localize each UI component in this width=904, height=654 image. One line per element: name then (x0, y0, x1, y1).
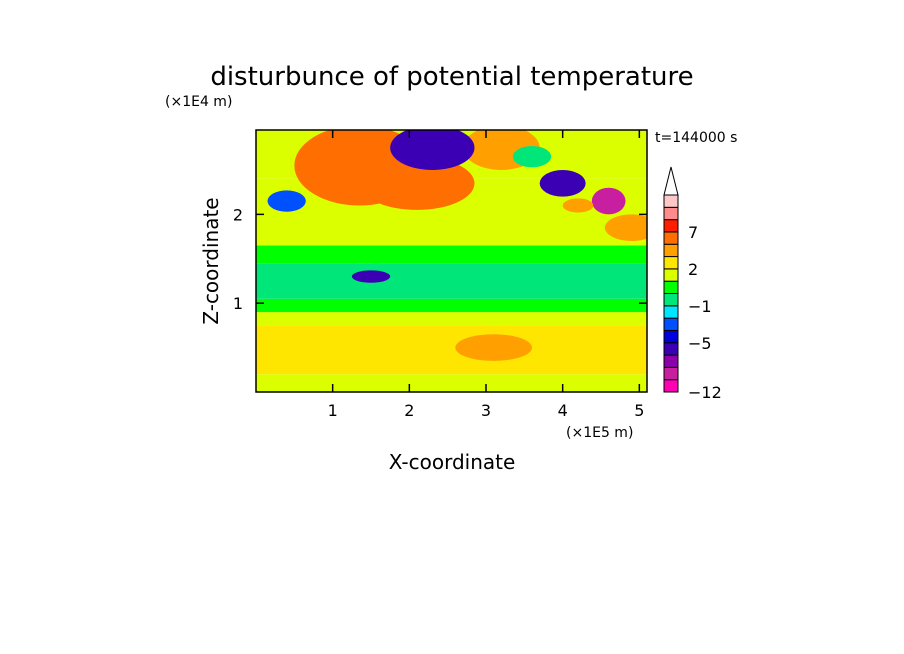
x-tick-label: 4 (558, 401, 568, 420)
field-band (256, 312, 647, 326)
colorbar-segment (663, 194, 679, 208)
field-feature (591, 187, 626, 215)
colorbar: −12−5−127 (663, 166, 722, 402)
field-band (256, 263, 647, 299)
colorbar-tick-label: −1 (688, 297, 712, 316)
colorbar-extend-arrow (663, 166, 679, 196)
time-label: t=144000 s (655, 130, 737, 146)
x-axis-title: X-coordinate (389, 450, 516, 474)
field-band (256, 325, 647, 375)
colorbar-tick-label: 7 (688, 223, 698, 242)
colorbar-tick-label: 2 (688, 260, 698, 279)
field-feature (562, 198, 594, 213)
x-tick-label: 5 (634, 401, 644, 420)
colorbar-segment (663, 231, 679, 245)
x-axis: 1 2 3 4 5 (328, 130, 644, 420)
field-band (256, 245, 647, 264)
colorbar-segment (663, 379, 679, 393)
colorbar-segment (663, 366, 679, 381)
plot-frame (255, 129, 648, 393)
colorbar-segment (663, 268, 679, 282)
x-tick-label: 1 (328, 401, 338, 420)
colorbar-segment (663, 342, 679, 356)
field-feature (512, 145, 552, 168)
colorbar-segment (663, 219, 679, 233)
field-feature (351, 270, 391, 283)
colorbar-segment (663, 256, 679, 270)
field-feature (359, 156, 475, 210)
x-tick-label: 3 (481, 401, 491, 420)
field-feature (604, 214, 647, 242)
x-tick-label: 2 (404, 401, 414, 420)
field-band (256, 374, 647, 392)
colorbar-segment (663, 317, 679, 331)
y-tick-label: 2 (233, 205, 243, 224)
colorbar-tick-label: −5 (688, 334, 712, 353)
colorbar-segment (663, 206, 679, 221)
plot-area (256, 130, 647, 392)
field-feature (539, 169, 586, 197)
y-axis-title: Z-coordinate (199, 197, 223, 324)
field-band (256, 298, 647, 313)
colorbar-segment (663, 280, 679, 294)
chart-title: disturbunce of potential temperature (210, 62, 693, 92)
x-unit-label: (×1E5 m) (566, 425, 633, 441)
y-tick-label: 1 (233, 294, 243, 313)
colorbar-segment (663, 354, 679, 368)
y-axis: 12 (233, 205, 647, 313)
colorbar-segment (663, 293, 679, 307)
field-feature (455, 334, 532, 361)
field-feature (390, 130, 475, 170)
colorbar-segment (663, 305, 679, 319)
colorbar-segment (663, 243, 679, 258)
colorbar-tick-label: −12 (688, 383, 722, 402)
colorbar-segment (663, 329, 679, 344)
y-unit-label: (×1E4 m) (165, 94, 232, 110)
field-feature (267, 190, 306, 212)
